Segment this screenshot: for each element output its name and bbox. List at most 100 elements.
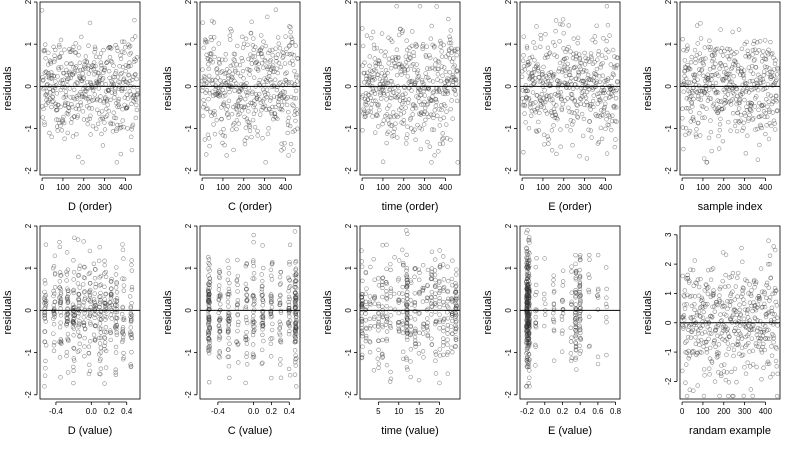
y-axis-title: residuals bbox=[642, 290, 654, 335]
data-point bbox=[445, 342, 450, 347]
data-point bbox=[83, 54, 89, 59]
data-point bbox=[585, 72, 591, 78]
data-point bbox=[440, 136, 445, 142]
data-point bbox=[218, 130, 224, 135]
data-point bbox=[120, 337, 126, 343]
data-point bbox=[445, 337, 450, 342]
data-point bbox=[64, 61, 69, 66]
data-point bbox=[65, 82, 70, 88]
data-point bbox=[111, 110, 116, 115]
data-point bbox=[686, 80, 691, 85]
data-point bbox=[43, 56, 48, 61]
data-point bbox=[773, 247, 778, 253]
data-point bbox=[109, 90, 115, 95]
x-tick-label: 0 bbox=[200, 183, 205, 192]
data-point bbox=[270, 321, 275, 327]
data-point bbox=[226, 265, 231, 271]
x-axis-title: E (order) bbox=[548, 201, 591, 213]
data-point bbox=[400, 330, 406, 336]
data-point bbox=[274, 66, 279, 71]
data-point bbox=[217, 355, 222, 360]
data-point bbox=[268, 354, 274, 359]
data-point bbox=[524, 44, 530, 49]
data-point bbox=[428, 112, 434, 117]
data-point bbox=[55, 74, 60, 79]
data-point bbox=[542, 291, 547, 297]
data-point bbox=[712, 379, 718, 384]
data-point bbox=[545, 75, 550, 81]
data-point bbox=[64, 353, 69, 359]
data-point bbox=[588, 51, 594, 56]
data-point bbox=[102, 120, 107, 125]
data-point bbox=[288, 123, 293, 129]
data-point bbox=[376, 361, 382, 366]
data-point bbox=[725, 341, 731, 346]
data-point bbox=[119, 39, 125, 44]
data-point bbox=[205, 106, 210, 111]
data-point bbox=[733, 118, 738, 124]
data-point bbox=[65, 297, 70, 302]
data-point bbox=[727, 71, 733, 77]
data-point bbox=[424, 85, 429, 90]
data-point bbox=[440, 141, 446, 146]
data-point bbox=[244, 293, 250, 298]
data-point bbox=[523, 88, 529, 94]
data-point bbox=[234, 126, 239, 132]
data-point bbox=[400, 28, 405, 33]
data-point bbox=[742, 110, 747, 116]
data-point bbox=[404, 252, 409, 258]
data-point bbox=[207, 90, 213, 96]
data-point bbox=[393, 55, 398, 60]
data-point bbox=[64, 269, 69, 275]
data-point bbox=[363, 318, 368, 323]
data-point bbox=[615, 80, 620, 85]
data-point bbox=[120, 305, 126, 311]
data-point bbox=[565, 81, 570, 86]
data-point bbox=[589, 54, 594, 59]
data-point bbox=[220, 57, 225, 62]
data-point bbox=[243, 36, 249, 42]
data-point bbox=[391, 110, 396, 115]
data-point bbox=[680, 36, 685, 42]
data-point bbox=[772, 61, 778, 66]
data-point bbox=[225, 111, 230, 116]
data-point bbox=[401, 121, 406, 126]
data-point bbox=[211, 20, 217, 25]
data-point bbox=[268, 77, 273, 83]
data-point bbox=[86, 371, 92, 377]
data-point bbox=[729, 79, 734, 84]
data-point bbox=[97, 275, 102, 280]
data-point bbox=[360, 26, 365, 31]
data-point bbox=[533, 45, 538, 51]
data-point bbox=[102, 258, 107, 264]
data-point bbox=[128, 329, 133, 335]
data-point bbox=[422, 93, 427, 98]
data-point bbox=[429, 289, 434, 295]
data-point bbox=[527, 368, 532, 373]
data-point bbox=[372, 56, 377, 61]
data-point bbox=[406, 51, 412, 57]
data-point bbox=[766, 99, 771, 104]
data-point bbox=[602, 104, 607, 110]
data-point bbox=[129, 300, 134, 306]
data-point bbox=[71, 356, 76, 361]
data-point bbox=[692, 307, 697, 313]
data-point bbox=[568, 49, 573, 54]
data-point bbox=[366, 109, 371, 114]
data-point bbox=[370, 29, 376, 35]
data-point bbox=[377, 61, 382, 66]
data-point bbox=[42, 313, 48, 318]
data-point bbox=[213, 78, 218, 83]
data-point bbox=[723, 62, 728, 68]
data-point bbox=[82, 310, 87, 316]
data-point bbox=[384, 140, 389, 146]
data-point bbox=[745, 85, 750, 90]
data-point bbox=[277, 282, 283, 287]
data-point bbox=[234, 107, 240, 113]
data-point bbox=[706, 76, 711, 81]
data-point bbox=[448, 40, 454, 46]
data-point bbox=[392, 94, 398, 99]
x-tick-label: 200 bbox=[717, 183, 731, 192]
data-point bbox=[102, 313, 108, 319]
data-point bbox=[235, 328, 240, 334]
